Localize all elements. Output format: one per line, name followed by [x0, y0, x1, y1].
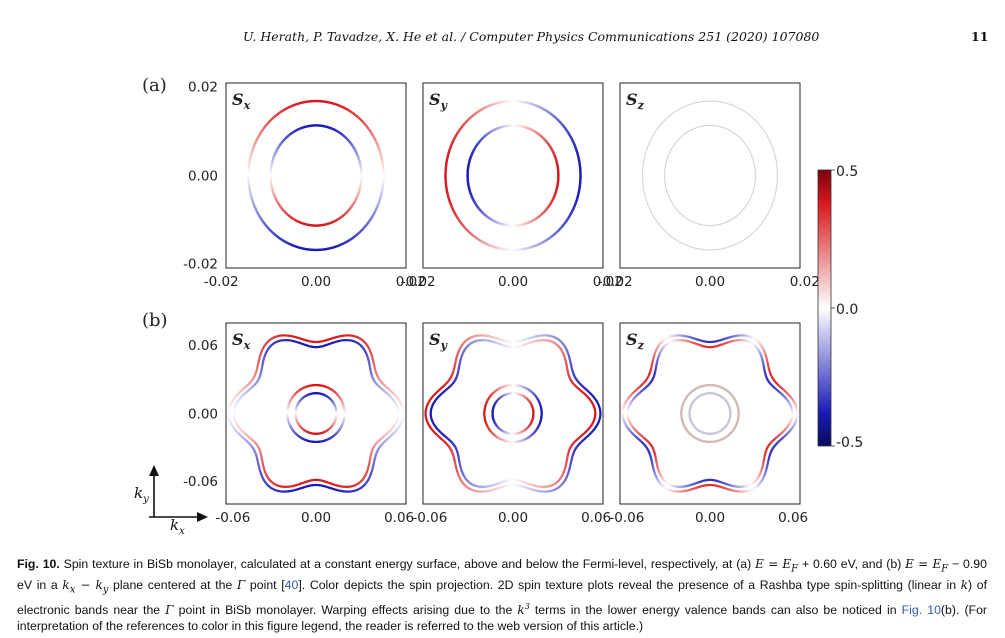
colorbar — [817, 169, 832, 447]
subplot-title: Sz — [626, 90, 645, 112]
x-tick-label: 0.00 — [301, 274, 331, 290]
subplot-title: Sy — [429, 330, 449, 352]
subplot-b-sz — [619, 322, 801, 505]
x-tick-label: 0.00 — [695, 510, 725, 526]
journal-running-head: U. Herath, P. Tavadze, X. He et al. / Co… — [243, 29, 820, 44]
x-tick-label: 0.00 — [695, 274, 725, 290]
subplot-b-sy — [422, 322, 604, 505]
x-tick-label: 0.00 — [301, 510, 331, 526]
colorbar-tick-max: 0.5 — [836, 164, 858, 180]
subplot-title: Sx — [232, 330, 251, 352]
page-number: 11 — [971, 29, 989, 44]
subplot-title: Sz — [626, 330, 645, 352]
x-tick-label: 0.02 — [790, 274, 820, 290]
x-tick-label: 0.00 — [498, 274, 528, 290]
ky-arrow-label: ky — [134, 484, 149, 505]
figure-caption: Fig. 10. Spin texture in BiSb monolayer,… — [17, 557, 988, 633]
x-tick-label: 0.06 — [581, 510, 611, 526]
caption-label: Fig. 10. — [17, 557, 60, 571]
subplot-title: Sx — [232, 90, 251, 112]
subplot-a-sz — [619, 82, 801, 269]
figure-10-link[interactable]: Fig. 10 — [901, 602, 941, 617]
x-tick-label: -0.06 — [215, 510, 250, 526]
subplot-a-sx — [225, 82, 407, 269]
y-tick-label: 0.06 — [188, 338, 218, 354]
subplot-title: Sy — [429, 90, 449, 112]
panel-a-label: (a) — [142, 75, 167, 96]
panel-b-label: (b) — [142, 310, 168, 331]
x-tick-label: 0.02 — [396, 274, 426, 290]
colorbar-tick-min: -0.5 — [836, 435, 863, 451]
colorbar-tick-zero: 0.0 — [836, 302, 858, 318]
y-tick-label: -0.02 — [183, 257, 218, 273]
x-tick-label: -0.06 — [609, 510, 644, 526]
x-tick-label: 0.00 — [498, 510, 528, 526]
x-tick-label: -0.02 — [401, 274, 436, 290]
subplot-b-sx — [225, 322, 407, 505]
subplot-a-sy — [422, 82, 604, 269]
x-tick-label: -0.06 — [412, 510, 447, 526]
x-tick-label: 0.02 — [593, 274, 623, 290]
x-tick-label: 0.06 — [384, 510, 414, 526]
y-tick-label: 0.00 — [188, 169, 218, 185]
y-tick-label: -0.06 — [183, 474, 218, 490]
x-tick-label: -0.02 — [204, 274, 239, 290]
x-tick-label: 0.06 — [778, 510, 808, 526]
x-tick-label: -0.02 — [598, 274, 633, 290]
reference-link-40[interactable]: 40 — [284, 578, 299, 593]
y-tick-label: 0.02 — [188, 79, 218, 95]
kx-arrow-label: kx — [170, 516, 185, 537]
y-tick-label: 0.00 — [188, 407, 218, 423]
kx-ky-axis-arrows — [149, 465, 208, 522]
